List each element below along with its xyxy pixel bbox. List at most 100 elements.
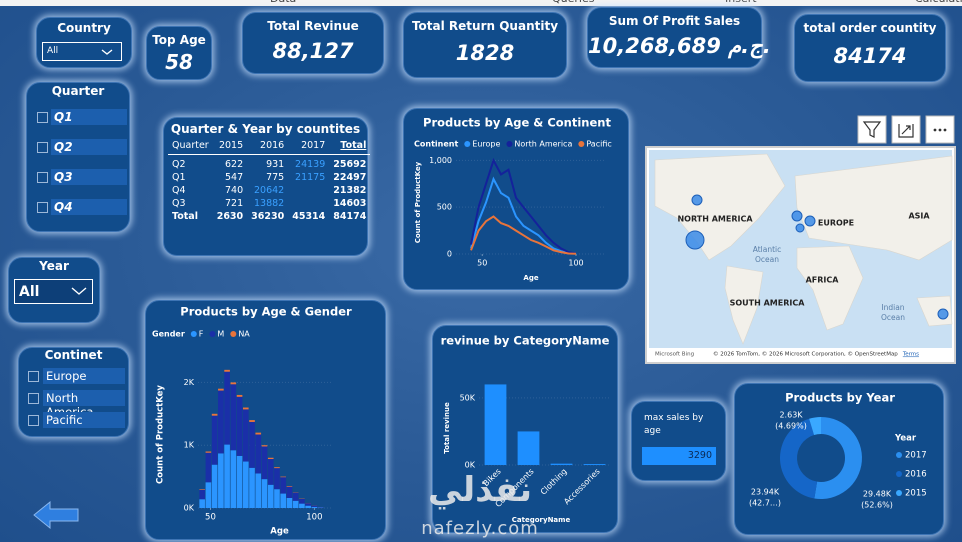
age-continent-chart: Products by Age & Continent Continent Euro… — [414, 116, 612, 283]
table-cell: 25692 — [333, 159, 367, 170]
quarter-slicer: Quarter Q1 Q2 Q3 Q4 — [26, 82, 130, 232]
bar-segment — [224, 444, 230, 508]
bar — [550, 463, 573, 465]
focus-icon — [898, 124, 914, 138]
bar-segment — [230, 450, 237, 508]
checkbox[interactable] — [37, 172, 48, 183]
legend-marker — [209, 331, 216, 337]
bar-segment — [280, 493, 287, 508]
toolbar-button[interactable] — [891, 115, 921, 144]
legend-marker — [578, 141, 585, 147]
country-dropdown[interactable]: All — [42, 42, 122, 61]
y-axis-title: Total revinue — [443, 402, 451, 454]
year-dropdown[interactable]: All — [14, 279, 93, 304]
checkbox[interactable] — [28, 393, 39, 404]
bar-segment — [242, 409, 249, 462]
ribbon-tab[interactable]: Data — [270, 0, 296, 5]
header-cell: 2015 — [212, 139, 248, 155]
y-tick-label: 0K — [465, 461, 476, 470]
table-cell: 775 — [266, 172, 285, 183]
kpi-card: Top Age 58 — [146, 26, 212, 80]
map-label: SOUTH AMERICA — [730, 299, 806, 308]
year-slicer: Year All — [8, 257, 100, 323]
bar-segment — [218, 453, 224, 508]
map-label: ASIA — [908, 212, 930, 221]
max-sales-card: max sales by age 3290 — [631, 401, 726, 481]
card-title: Total Revinue — [267, 19, 359, 33]
legend-marker — [464, 141, 471, 147]
table-cell: 20642 — [253, 185, 285, 196]
map-visual: NORTH AMERICA EUROPE ASIA Atlantic Ocean AFRI… — [645, 146, 956, 364]
bar-segment — [261, 445, 268, 447]
bar-segment — [267, 484, 274, 508]
checkbox[interactable] — [37, 112, 48, 123]
back-button[interactable] — [32, 498, 82, 532]
data-label: 23.94K — [751, 488, 780, 497]
table-cell: 21382 — [333, 185, 367, 196]
donut-slice — [779, 418, 818, 499]
chevron-path — [71, 287, 87, 295]
checkbox[interactable] — [37, 202, 48, 213]
toolbar-button[interactable] — [857, 115, 887, 144]
header-cell[interactable]: Total — [329, 139, 371, 155]
table-cell: 14603 — [333, 198, 367, 209]
bar-segment — [267, 459, 274, 485]
ribbon-tab[interactable]: Insert — [725, 0, 757, 5]
kpi-card: Total Return Quantity 1828 — [403, 12, 567, 78]
ribbon-tab[interactable]: Calculati — [915, 0, 962, 5]
legend-label: Pacific — [586, 140, 611, 149]
option-bar[interactable]: Q1 — [51, 109, 127, 125]
card-value: 10,268,689 ج.م. — [588, 34, 771, 58]
legend-title: Gender — [152, 330, 185, 339]
x-axis-title: Age — [523, 274, 538, 282]
bar-segment — [274, 467, 280, 469]
bar-segment — [211, 413, 218, 416]
bar-segment — [292, 500, 299, 508]
empty-cell — [288, 197, 329, 210]
checkbox[interactable] — [28, 415, 39, 426]
bar-value: 3290 — [687, 450, 712, 461]
card-title: total order countity — [803, 21, 937, 35]
x-axis-title: Age — [270, 527, 289, 537]
y-tick-label: 0K — [184, 504, 195, 513]
kpi-card: Sum Of Profit Sales 10,268,689 ج.م. — [587, 7, 771, 68]
chevron-path — [101, 49, 113, 55]
table-cell: 45314 — [292, 211, 326, 222]
bar-segment — [299, 498, 305, 504]
y-tick-label: 1,000 — [429, 156, 452, 165]
option-bar[interactable]: Q3 — [51, 169, 127, 185]
option-label: Q1 — [54, 110, 73, 124]
checkbox[interactable] — [37, 142, 48, 153]
option-bar[interactable]: North America — [43, 390, 125, 419]
legend-label: North America — [514, 140, 572, 149]
watermark-arabic: نفذلي — [427, 470, 533, 510]
legend-marker — [896, 471, 902, 477]
ribbon-tab[interactable]: Queries — [552, 0, 594, 5]
bar-segment — [205, 451, 212, 453]
dropdown-value: All — [19, 284, 40, 300]
donut-slice — [809, 417, 821, 436]
category-revenue-chart-panel: revinue by CategoryName 0K 50K CategoryName… — [432, 325, 618, 533]
bar-segment — [280, 476, 287, 478]
land — [654, 153, 786, 261]
map-terms[interactable]: Terms — [902, 352, 919, 358]
checkbox[interactable] — [28, 371, 39, 382]
bar-segment — [299, 503, 305, 508]
legend-title: Continent — [414, 140, 458, 149]
bar-segment — [199, 489, 205, 490]
x-tick-label: 100 — [306, 513, 322, 523]
line-series — [470, 215, 577, 255]
option-bar[interactable]: Q2 — [51, 139, 127, 155]
option-bar[interactable]: Europe — [43, 368, 125, 384]
map-label: AFRICA — [806, 276, 840, 285]
map-label: Indian — [881, 303, 904, 312]
empty-cell — [288, 184, 329, 197]
bar — [583, 464, 606, 465]
bar-segment — [261, 446, 268, 480]
dropdown-chevron — [71, 287, 87, 295]
bar-segment — [261, 479, 268, 508]
land — [796, 245, 864, 331]
table-cell: 2630 — [216, 211, 244, 222]
option-bar[interactable]: Pacific — [43, 412, 125, 428]
option-bar[interactable]: Q4 — [51, 199, 127, 215]
